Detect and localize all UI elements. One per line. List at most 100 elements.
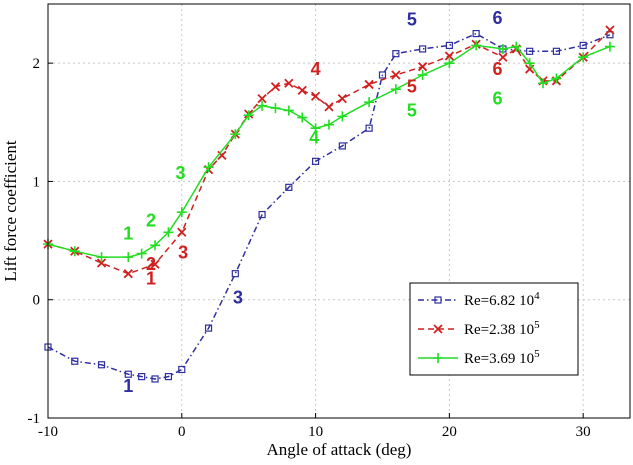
y-tick-label: 0: [33, 293, 41, 309]
series-3-point: [136, 248, 147, 259]
curve-point-label: 4: [309, 128, 319, 148]
y-tick-label: 1: [33, 174, 41, 190]
curve-point-label: 6: [493, 59, 503, 79]
series-3-line: [47, 44, 611, 258]
series-3-point: [323, 119, 334, 130]
curve-point-label: 5: [407, 9, 417, 29]
series-2-point: [337, 93, 347, 104]
series-1-point: [338, 142, 346, 150]
series-3-point: [243, 110, 254, 121]
series-1-point: [204, 324, 213, 332]
curve-point-label: 6: [493, 89, 503, 109]
series-1-point: [164, 373, 173, 381]
series-3-point: [497, 43, 508, 54]
series-1-point: [419, 45, 427, 53]
curve-point-label: 6: [493, 8, 503, 28]
series-2-point: [498, 52, 508, 62]
y-axis-title: Lift force coefficient: [1, 140, 20, 282]
series-3-point: [337, 111, 348, 122]
series-3-point: [310, 123, 321, 134]
series-2-point: [257, 93, 267, 104]
series-2-point: [270, 82, 281, 92]
series-3-point: [524, 58, 535, 69]
curve-point-label: 3: [233, 287, 243, 307]
series-1-point: [445, 41, 453, 50]
series-2-point: [297, 85, 307, 95]
series-1-point: [378, 71, 387, 79]
series-3-point: [538, 78, 549, 89]
series-2-point: [324, 102, 334, 112]
series-1-point: [71, 357, 79, 365]
curve-point-label: 4: [311, 59, 321, 79]
series-3-point: [578, 52, 589, 63]
y-tick-label: -1: [28, 411, 41, 427]
series-2-point: [150, 259, 160, 269]
legend-marker: [433, 324, 443, 334]
series-2-point: [605, 25, 615, 35]
series-1-point: [138, 373, 146, 381]
series-1-point: [285, 183, 293, 191]
x-tick-label: -10: [38, 424, 58, 440]
curve-point-label: 1: [146, 268, 156, 288]
series-3-point: [283, 105, 294, 116]
series-3-point: [444, 58, 455, 69]
series-3: [43, 40, 615, 263]
series-1-point: [231, 270, 239, 278]
legend-label: Re=2.38 105: [464, 319, 540, 338]
series-2-point: [417, 62, 428, 72]
legend-marker: [434, 296, 442, 304]
series-3-point: [176, 207, 187, 218]
curve-point-label: 1: [123, 223, 133, 243]
series-1-point: [124, 370, 132, 378]
series-3-point: [163, 227, 174, 238]
x-tick-label: 0: [178, 424, 186, 440]
series-1-point: [392, 50, 400, 58]
series-2-point: [217, 150, 227, 161]
curve-point-label: 5: [407, 77, 417, 97]
series-1-point: [579, 41, 587, 50]
curve-point-label: 3: [175, 163, 185, 183]
curve-point-label: 5: [407, 100, 417, 120]
series-1-point: [311, 157, 320, 165]
series-3-point: [390, 84, 401, 95]
series-1-point: [178, 365, 186, 374]
series-1-point: [552, 47, 561, 55]
series-1-point: [526, 47, 534, 55]
series-3-point: [511, 41, 522, 52]
series-2-point: [364, 79, 374, 90]
series-1-point: [606, 31, 614, 39]
series-3-point: [471, 40, 482, 51]
series-2-point: [444, 51, 455, 61]
series-1-point: [97, 361, 106, 369]
x-tick-label: 10: [308, 424, 323, 440]
series-1-point: [365, 124, 373, 132]
series-2-point: [177, 227, 187, 237]
series-2-point: [96, 258, 107, 268]
series-2-point: [310, 91, 321, 101]
legend-marker: [433, 353, 443, 363]
curve-point-label: 2: [146, 210, 156, 230]
series-3-point: [150, 240, 161, 251]
series-layer: [43, 25, 615, 383]
series-3-point: [551, 73, 562, 84]
series-3-point: [417, 69, 428, 80]
series-3-point: [230, 129, 241, 140]
legend: Re=6.82 104 Re=2.38 105 Re=3.69 105: [409, 282, 579, 376]
series-3-point: [257, 100, 268, 111]
series-1-point: [472, 29, 480, 38]
x-axis-title: Angle of attack (deg): [267, 440, 412, 459]
series-3-point: [203, 162, 214, 173]
curve-point-label: 1: [123, 376, 133, 396]
legend-label: Re=6.82 104: [464, 290, 540, 309]
curve-point-label: 2: [146, 254, 156, 274]
series-2-point: [391, 70, 401, 80]
series-3-point: [364, 97, 375, 108]
series-3-point: [96, 252, 107, 263]
series-3-point: [270, 103, 281, 114]
x-tick-label: 30: [576, 424, 591, 440]
x-tick-label: 20: [442, 424, 457, 440]
